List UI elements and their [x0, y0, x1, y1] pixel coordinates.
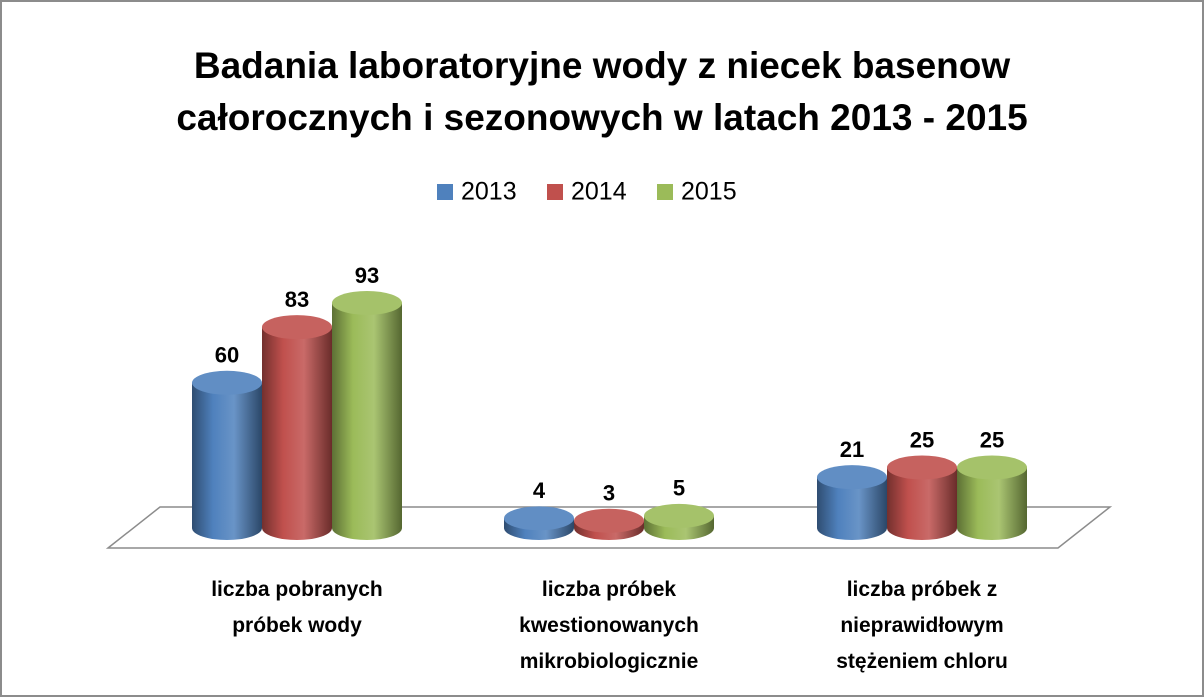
legend-label: 2015 [681, 178, 737, 206]
data-label: 21 [840, 437, 864, 462]
data-label: 4 [533, 478, 546, 503]
bar-top [817, 465, 887, 490]
bar-top [887, 455, 957, 480]
bar-top [332, 290, 402, 315]
legend-label: 2014 [571, 178, 627, 206]
x-tick-label: liczba pobranych próbek wody [211, 578, 383, 637]
bar [644, 503, 714, 540]
chart-title: Badania laboratoryjne wody z niecek base… [176, 45, 1028, 138]
bar-body [957, 467, 1027, 540]
bar-top [644, 503, 714, 528]
bar-top [957, 455, 1027, 480]
data-label: 83 [285, 287, 309, 312]
bar-body [192, 382, 262, 540]
legend-label: 2013 [461, 178, 517, 206]
x-tick-label: liczba próbek kwestionowanych mikrobiolo… [519, 578, 699, 673]
bar-body [332, 302, 402, 540]
bar [887, 455, 957, 540]
data-label: 3 [603, 481, 615, 506]
bar [957, 455, 1027, 540]
bar [332, 290, 402, 540]
bar-top [504, 506, 574, 531]
bar [504, 506, 574, 540]
bar [817, 465, 887, 540]
x-tick-label: liczba próbek z nieprawidłowym stężeniem… [836, 578, 1008, 673]
bar-body [817, 477, 887, 540]
data-label: 93 [355, 263, 379, 288]
legend-swatch [547, 184, 563, 200]
legend-swatch [437, 184, 453, 200]
data-label: 25 [980, 427, 1004, 452]
bar [192, 370, 262, 540]
bar-body [887, 467, 957, 540]
bar-body [262, 327, 332, 540]
bar-top [192, 370, 262, 395]
bar [262, 315, 332, 540]
bar-top [574, 508, 644, 533]
bar-top [262, 315, 332, 340]
data-label: 25 [910, 427, 934, 452]
data-label: 60 [215, 343, 239, 368]
legend-swatch [657, 184, 673, 200]
data-label: 5 [673, 476, 685, 501]
bar [574, 508, 644, 540]
